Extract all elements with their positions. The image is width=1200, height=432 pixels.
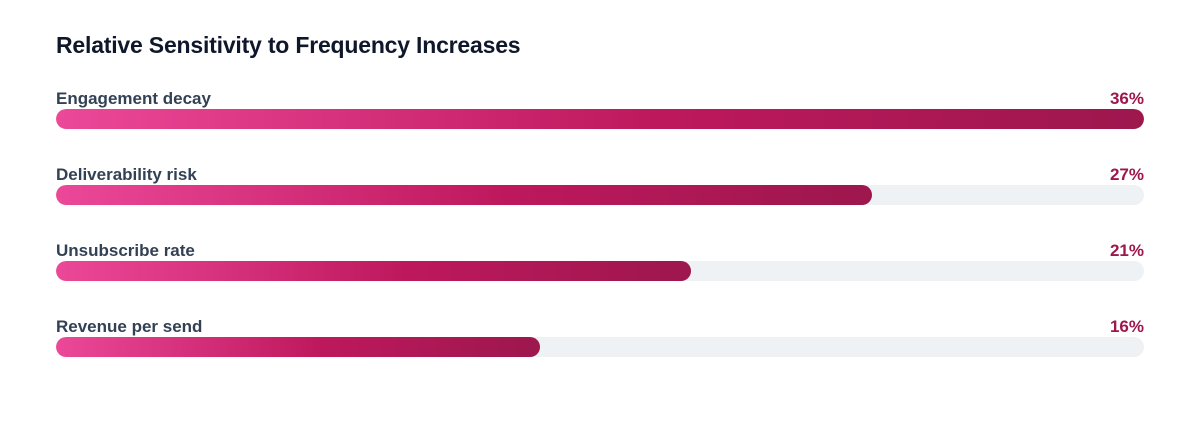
chart-title: Relative Sensitivity to Frequency Increa… <box>56 32 521 58</box>
bar-row-unsubscribe-rate: Unsubscribe rate 21% <box>56 237 1144 313</box>
bar-fill <box>56 185 872 205</box>
bar-label: Engagement decay <box>56 89 211 108</box>
bar-value-label: 36% <box>1109 89 1144 108</box>
bar-label: Unsubscribe rate <box>56 241 195 260</box>
bar-fill <box>56 261 691 281</box>
bar-value-label: 21% <box>1109 241 1144 260</box>
bar-row-revenue-per-send: Revenue per send 16% <box>56 313 1144 389</box>
bar-label: Deliverability risk <box>56 165 197 184</box>
bar-label: Revenue per send <box>56 317 203 336</box>
bar-row-deliverability-risk: Deliverability risk 27% <box>56 161 1144 237</box>
bar-track <box>56 109 1144 129</box>
bar-value-label: 27% <box>1109 165 1144 184</box>
bar-row-engagement-decay: Engagement decay 36% <box>56 85 1144 161</box>
bar-value-label: 16% <box>1109 317 1144 336</box>
bar-fill <box>56 337 540 357</box>
bar-track <box>56 261 1144 281</box>
bar-rows: Engagement decay 36% Deliverability risk… <box>56 85 1144 389</box>
bar-track <box>56 337 1144 357</box>
bar-fill <box>56 109 1144 129</box>
bar-track <box>56 185 1144 205</box>
